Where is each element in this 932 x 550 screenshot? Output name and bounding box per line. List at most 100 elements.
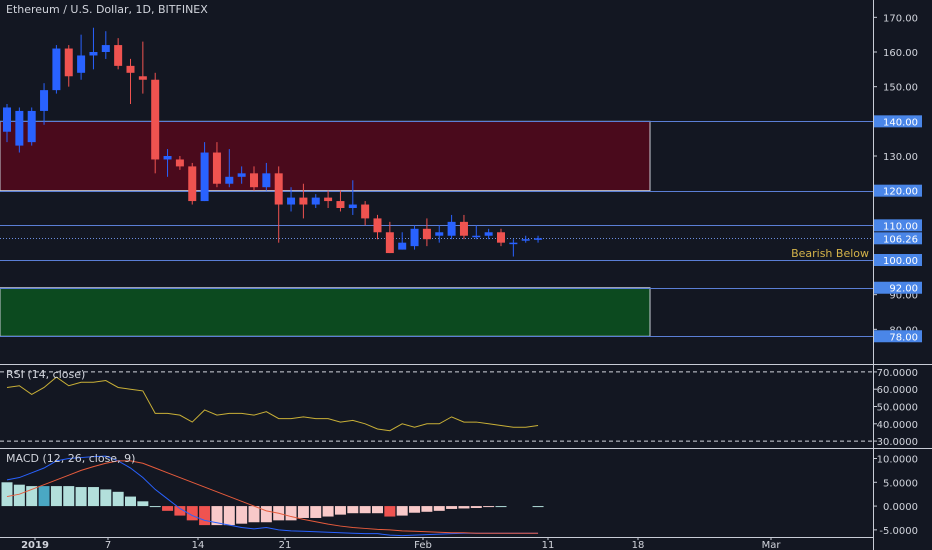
candle-body [447,221,456,236]
candle[interactable] [77,34,86,80]
macd-histogram-bar[interactable] [38,486,50,507]
macd-histogram-bar[interactable] [26,486,38,507]
macd-histogram-bar[interactable] [125,496,136,507]
candle[interactable] [472,225,481,240]
macd-histogram-bar[interactable] [285,506,297,521]
macd-histogram-bar[interactable] [322,506,334,517]
candle[interactable] [385,221,394,254]
candle[interactable] [3,104,11,143]
macd-histogram-bar[interactable] [483,506,495,508]
candle[interactable] [459,214,468,240]
candle[interactable] [27,107,36,146]
macd-histogram-bar[interactable] [87,487,99,507]
macd-histogram-bar[interactable] [334,506,346,515]
candle[interactable] [534,235,543,243]
candle[interactable] [521,235,530,243]
macd-histogram-bar[interactable] [495,506,507,508]
candle[interactable] [484,228,493,240]
candle[interactable] [52,45,61,94]
candle[interactable] [311,194,320,208]
candle[interactable] [336,190,345,212]
macd-histogram-bar[interactable] [359,506,371,514]
macd-histogram-bar[interactable] [75,487,87,507]
candle[interactable] [422,218,431,247]
macd-histogram-bar[interactable] [137,501,149,507]
candle[interactable] [237,166,246,184]
candle[interactable] [163,149,172,177]
signal-line[interactable] [6,460,539,534]
macd-histogram-bar[interactable] [211,506,223,526]
candle[interactable] [64,45,73,87]
macd-histogram-bar[interactable] [384,506,396,517]
macd-histogram-bar[interactable] [297,506,309,518]
candle[interactable] [40,83,49,125]
candle[interactable] [324,190,333,208]
macd-histogram-bar[interactable] [446,506,458,509]
macd-histogram-bar[interactable] [63,486,75,507]
macd-histogram-bar[interactable] [174,506,186,516]
candle[interactable] [410,225,419,250]
candle[interactable] [509,239,518,257]
candle[interactable] [262,162,271,191]
macd-histogram-bar[interactable] [112,491,124,507]
candle[interactable] [250,166,258,191]
candle[interactable] [225,149,234,188]
level-price-label-bg [874,219,922,232]
candle[interactable] [435,225,444,243]
level-price-label-bg [874,254,922,266]
macd-histogram-bar[interactable] [470,506,482,508]
candle[interactable] [373,214,382,240]
candle-body [385,232,394,254]
candle[interactable] [188,162,197,205]
candle[interactable] [200,142,209,202]
level-price-label: 106.26 [883,234,918,245]
candle[interactable] [398,232,407,250]
candles-layer [3,27,543,257]
candle[interactable] [175,156,184,170]
candle[interactable] [89,27,98,70]
candle[interactable] [151,72,160,174]
macd-histogram-bar[interactable] [100,489,112,507]
candle[interactable] [114,38,123,70]
y-tick-label: 40.0000 [877,420,918,431]
macd-histogram-bar[interactable] [532,506,544,508]
candle[interactable] [348,180,357,215]
candle[interactable] [361,201,370,226]
macd-histogram-bar[interactable] [347,506,359,514]
rsi-line[interactable] [6,376,539,432]
candle-body [163,156,172,160]
macd-histogram-bar[interactable] [186,506,198,521]
macd-histogram-bar[interactable] [50,486,62,507]
macd-histogram-bar[interactable] [433,506,445,511]
macd-histogram-bar[interactable] [260,506,272,523]
macd-histogram-bar[interactable] [458,506,470,509]
candle[interactable] [447,214,456,240]
macd-histogram-bar[interactable] [248,506,260,523]
candle[interactable] [497,228,505,247]
macd-histogram-bar[interactable] [199,506,211,526]
macd-histogram-bar[interactable] [149,506,161,508]
candle[interactable] [101,31,110,59]
macd-histogram-bar[interactable] [396,506,408,516]
candle-body [262,173,271,188]
macd-line[interactable] [6,455,539,537]
macd-histogram-bar[interactable] [13,484,25,507]
candle[interactable] [138,41,147,94]
candle[interactable] [126,58,135,104]
macd-histogram-bar[interactable] [409,506,421,513]
macd-histogram-bar[interactable] [372,506,383,514]
candle[interactable] [212,142,221,188]
candle[interactable] [287,187,296,212]
macd-histogram-bar[interactable] [223,506,235,526]
macd-histogram-bar[interactable] [1,482,13,507]
candle[interactable] [299,183,308,219]
axis-labels-layer: 140.00 120.00 110.00 106.26 100.00 92.00 78.00… [21,115,922,550]
macd-histogram-bar[interactable] [236,506,248,524]
candle-body [212,152,221,184]
candle[interactable] [274,166,283,243]
macd-histogram-bar[interactable] [310,506,322,518]
candle[interactable] [15,107,24,153]
macd-histogram-bar[interactable] [162,506,174,511]
macd-histogram-bar[interactable] [421,506,433,512]
